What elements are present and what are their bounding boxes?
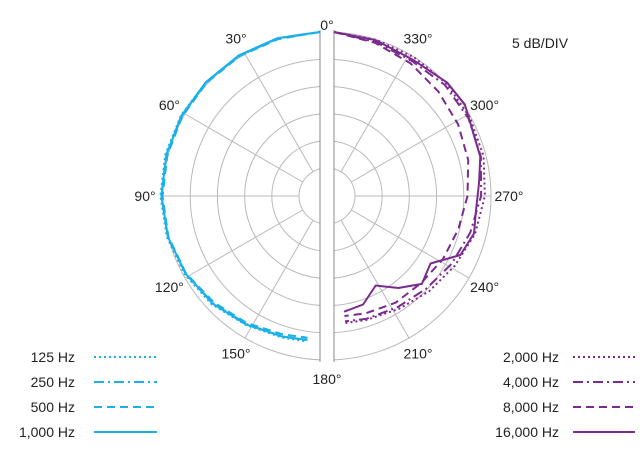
angle-tick-270: 270° [495,188,524,204]
polar-grid [162,26,492,366]
grid-spoke [350,113,470,183]
angle-tick-150: 150° [222,346,251,362]
series-line-16000 [333,31,482,313]
legend-label-500: 500 Hz [31,399,75,415]
grid-spoke [184,113,304,183]
angle-tick-labels: 0° 30° 60° 90° 120° 150° 180° 210° 240° 270° 300° 3… [134,17,523,387]
series-line-500 [161,31,321,339]
legend-label-16000: 16,000 Hz [495,424,559,440]
grid-spoke [184,209,304,279]
polar-series [159,31,486,343]
legend-label-250: 250 Hz [31,374,75,390]
legend-label-8000: 8,000 Hz [503,399,559,415]
series-line-125 [159,31,321,343]
angle-tick-30: 30° [225,30,246,46]
legend-label-2000: 2,000 Hz [503,349,559,365]
angle-tick-120: 120° [155,279,184,295]
angle-tick-90: 90° [134,188,155,204]
series-line-250 [160,31,321,342]
series-line-8000 [333,31,470,317]
scale-label: 5 dB/DIV [512,35,569,51]
legend-label-4000: 4,000 Hz [503,374,559,390]
angle-tick-210: 210° [404,346,433,362]
grid-spoke [244,219,314,339]
angle-tick-330: 330° [404,30,433,46]
series-line-4000 [333,31,483,323]
grid-spoke [340,53,410,173]
series-line-2000 [333,31,486,325]
series-line-1000 [160,31,321,341]
grid-spoke [340,219,410,339]
angle-tick-180: 180° [313,371,342,387]
legend: 125 Hz 250 Hz 500 Hz 1,000 Hz 2,000 Hz 4,000 … [19,349,635,440]
angle-tick-300: 300° [470,97,499,113]
angle-tick-240: 240° [470,279,499,295]
legend-label-1000: 1,000 Hz [19,424,75,440]
angle-tick-0: 0° [320,17,333,33]
center-gap [320,26,334,366]
legend-label-125: 125 Hz [31,349,75,365]
angle-tick-60: 60° [159,97,180,113]
grid-spoke [244,53,314,173]
